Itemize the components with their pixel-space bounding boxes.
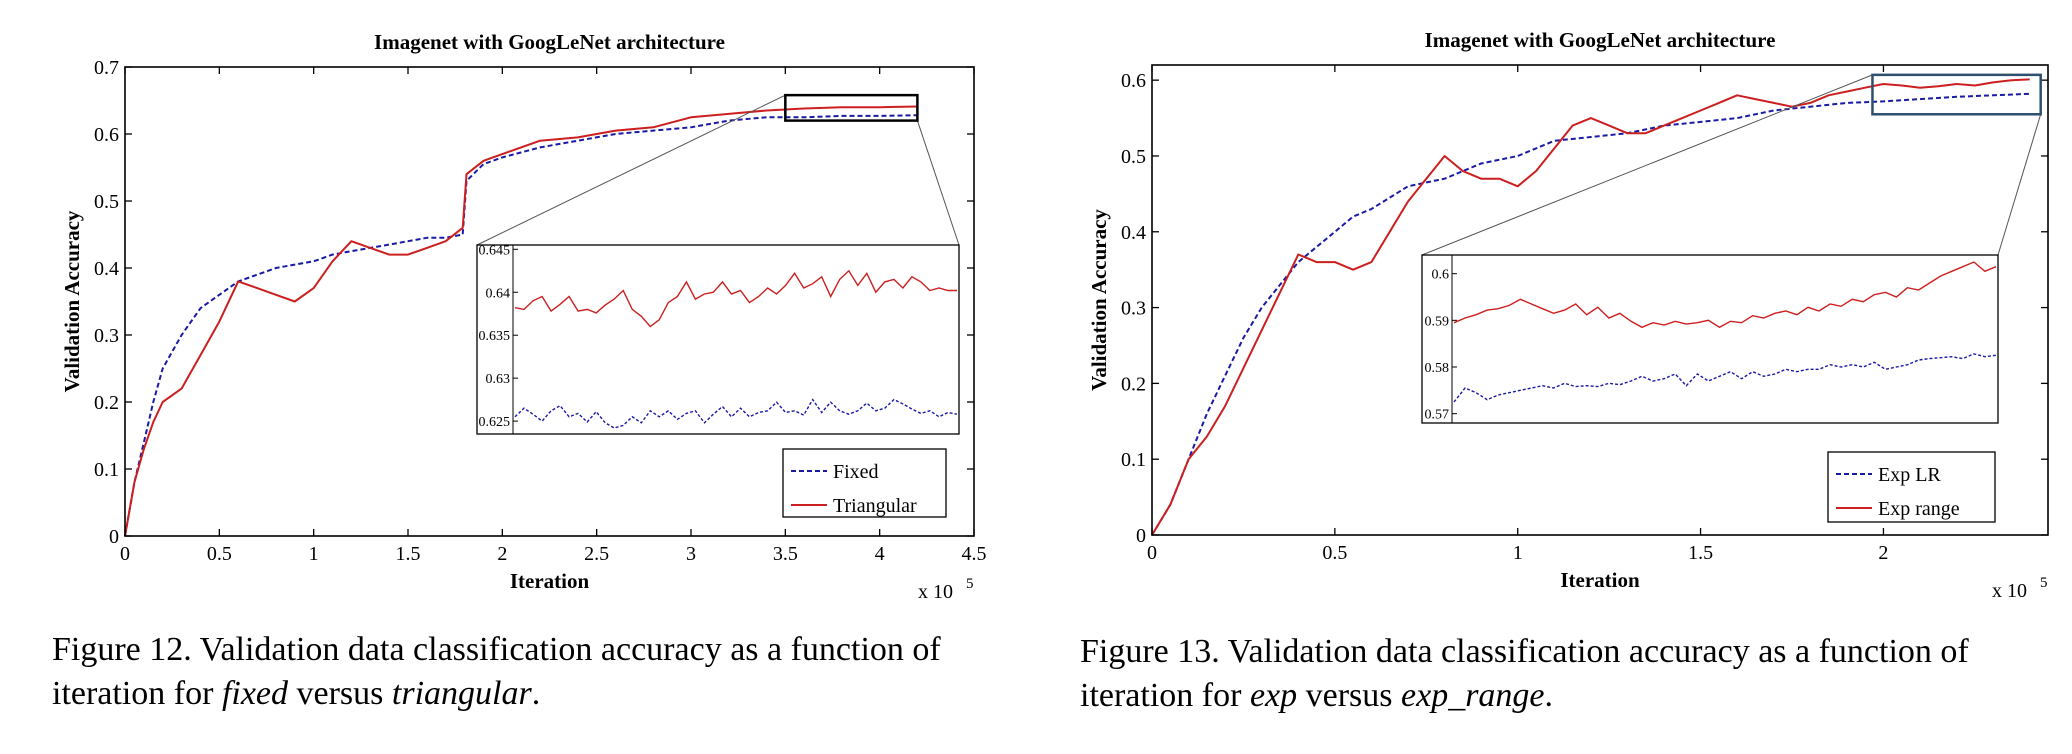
zoom-region-box [784, 93, 919, 122]
caption-text: Figure 12. Validation data classificatio… [52, 631, 941, 712]
x-axis-label: Iteration [510, 569, 590, 593]
x-tick-label: 2 [1878, 542, 1888, 564]
y-tick-label: 0.3 [1121, 298, 1146, 320]
caption-text: . [1544, 677, 1554, 714]
caption-term-exp: exp [1249, 677, 1298, 714]
inset-series-line-fixed [514, 398, 958, 429]
x-tick-label: 0.5 [1322, 542, 1347, 564]
caption-text: versus [1297, 677, 1402, 714]
inset-y-tick-label: 0.59 [1425, 314, 1450, 329]
y-tick-label: 0.7 [94, 57, 119, 79]
caption-term-triangular: triangular [391, 675, 532, 712]
chart-title: Imagenet with GoogLeNet architecture [1425, 28, 1776, 52]
x-tick-label: 0 [1147, 542, 1157, 564]
figure-13: Imagenet with GoogLeNet architecture 0 0.5… [1036, 0, 2072, 754]
legend-label: Exp range [1878, 498, 1960, 520]
plot-frame [1151, 64, 2049, 536]
caption-text: Figure 13. Validation data classificatio… [1080, 633, 1969, 714]
y-tick-label: 0.5 [1121, 146, 1146, 168]
y-axis-label: Validation Accuracy [60, 210, 84, 392]
y-tick-label: 0.1 [94, 459, 119, 481]
legend-label: Triangular [833, 495, 917, 517]
x-tick-label: 3.5 [773, 543, 798, 565]
inset-y-tick-label: 0.64 [486, 286, 511, 301]
chart-exp-vs-exp-range: Imagenet with GoogLeNet architecture 0 0.5… [1087, 28, 2049, 602]
chart-title: Imagenet with GoogLeNet architecture [374, 30, 725, 54]
figure-13-caption: Figure 13. Validation data classificatio… [1080, 630, 2070, 718]
caption-term-exp-range: exp_range [1401, 677, 1545, 714]
x-tick-label: 1.5 [1688, 542, 1713, 564]
chart-fixed-vs-triangular: Imagenet with GoogLeNet architecture 0 0.5… [60, 30, 987, 603]
x-tick-label: 1.5 [396, 543, 421, 565]
x-tick-label: 0 [120, 543, 130, 565]
inset-series-line-exp-lr [1453, 353, 1997, 403]
figure-12: Imagenet with GoogLeNet architecture 0 0.5… [52, 30, 987, 712]
inset-y-tick-label: 0.58 [1425, 361, 1450, 376]
caption-term-fixed: fixed [221, 675, 289, 712]
plot-frame [124, 66, 975, 537]
inset-y-tick-label: 0.63 [486, 372, 511, 387]
zoom-connector-line [916, 120, 960, 246]
inset-series-line-triangular [514, 269, 957, 328]
y-tick-label: 0.2 [1121, 373, 1146, 395]
x-tick-label: 3 [686, 543, 696, 565]
x-tick-label: 2 [497, 543, 507, 565]
inset-y-tick-label: 0.645 [479, 243, 511, 258]
caption-text: . [531, 675, 541, 712]
x-multiplier-exponent: 5 [966, 576, 974, 592]
y-axis-label: Validation Accuracy [1087, 209, 1111, 391]
legend-box [1827, 451, 1996, 523]
x-multiplier-exponent: 5 [2040, 575, 2048, 591]
y-tick-label: 0.5 [94, 191, 119, 213]
y-tick-label: 0.4 [94, 258, 119, 280]
x-tick-label: 1 [1513, 542, 1523, 564]
legend-label: Fixed [833, 461, 879, 483]
y-tick-label: 0 [1136, 525, 1146, 547]
figure-12-caption: Figure 12. Validation data classificatio… [52, 628, 1042, 716]
inset-y-tick-label: 0.635 [479, 329, 511, 344]
y-tick-label: 0.4 [1121, 222, 1146, 244]
x-axis-label: Iteration [1560, 568, 1640, 592]
zoom-connector-line [1997, 114, 2042, 256]
y-tick-label: 0.2 [94, 392, 119, 414]
inset-series-line-exp-range [1453, 261, 1997, 329]
x-tick-label: 1 [309, 543, 319, 565]
y-tick-label: 0.6 [94, 124, 119, 146]
x-tick-label: 0.5 [207, 543, 232, 565]
x-tick-label: 4.5 [962, 543, 987, 565]
inset-y-tick-label: 0.57 [1425, 408, 1450, 423]
series-line-exp-lr [1151, 92, 2030, 536]
zoom-connector-line [1421, 74, 1873, 256]
x-tick-label: 4 [875, 543, 885, 565]
legend-label: Exp LR [1878, 464, 1941, 486]
y-tick-label: 0.3 [94, 325, 119, 347]
zoom-region-box [1871, 73, 2042, 116]
y-tick-label: 0 [109, 526, 119, 548]
series-line-triangular [124, 105, 918, 537]
y-tick-label: 0.6 [1121, 70, 1146, 92]
x-multiplier-label: x 10 [1992, 580, 2027, 602]
x-tick-label: 2.5 [584, 543, 609, 565]
inset-frame [1421, 254, 1999, 424]
zoom-connector-line [476, 94, 786, 246]
inset-y-tick-label: 0.6 [1432, 268, 1450, 283]
x-multiplier-label: x 10 [918, 581, 953, 603]
y-tick-label: 0.1 [1121, 449, 1146, 471]
caption-text: versus [288, 675, 392, 712]
inset-y-tick-label: 0.625 [479, 415, 511, 430]
series-line-exp-range [1151, 78, 2030, 536]
inset-frame [476, 244, 960, 435]
series-line-fixed [124, 114, 918, 537]
